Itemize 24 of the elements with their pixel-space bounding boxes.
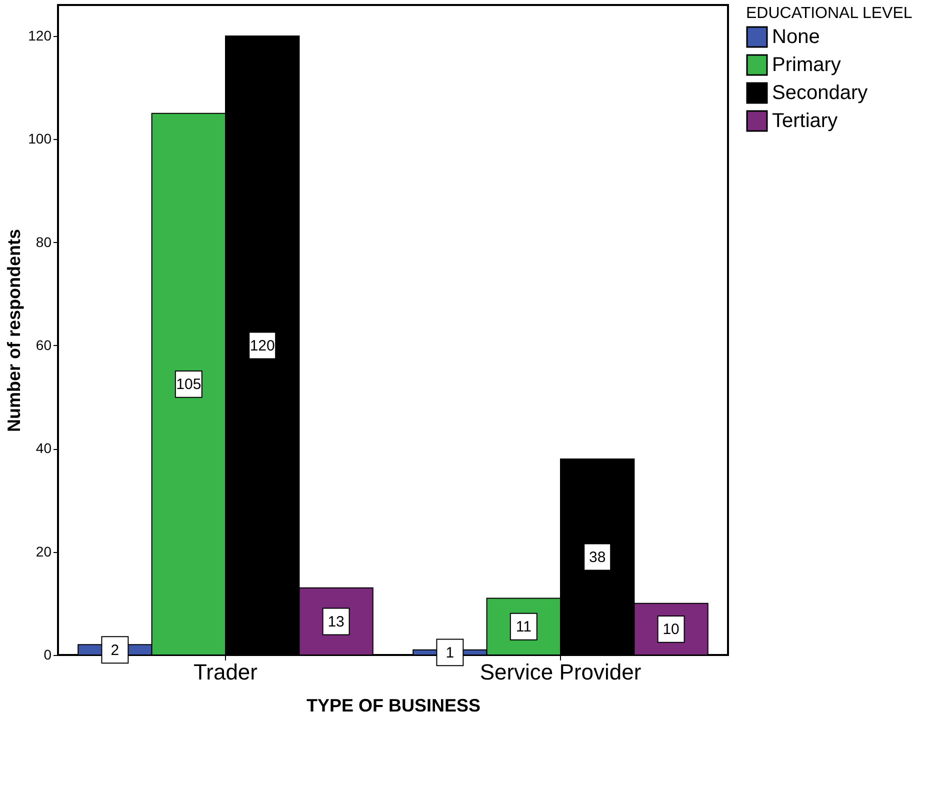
data-label: 2 (110, 642, 120, 659)
data-label: 120 (250, 337, 275, 354)
data-label: 38 (589, 548, 606, 566)
legend-label: Primary (772, 54, 841, 76)
y-tick-label: 60 (36, 336, 52, 353)
y-tick-label: 0 (44, 646, 52, 662)
legend-label: None (772, 26, 820, 48)
y-tick-label: 120 (28, 27, 52, 44)
y-tick-label: 80 (36, 234, 52, 250)
x-tick-label: Service Provider (480, 660, 642, 684)
y-tick-label: 40 (36, 440, 52, 456)
data-label: 1 (446, 644, 454, 662)
data-label: 105 (176, 376, 202, 394)
data-label: 11 (516, 618, 532, 636)
x-tick-label: Trader (194, 660, 258, 684)
y-axis-title: Number of respondents (4, 228, 24, 432)
data-label: 13 (328, 613, 344, 630)
x-axis-title: TYPE OF BUSINESS (306, 696, 481, 716)
legend-label: Tertiary (772, 110, 838, 132)
legend-title: EDUCATIONAL LEVEL (746, 5, 912, 22)
y-tick-label: 20 (36, 543, 52, 560)
legend-label: Secondary (772, 82, 868, 104)
y-tick-label: 100 (28, 130, 52, 147)
data-label: 10 (662, 621, 680, 638)
